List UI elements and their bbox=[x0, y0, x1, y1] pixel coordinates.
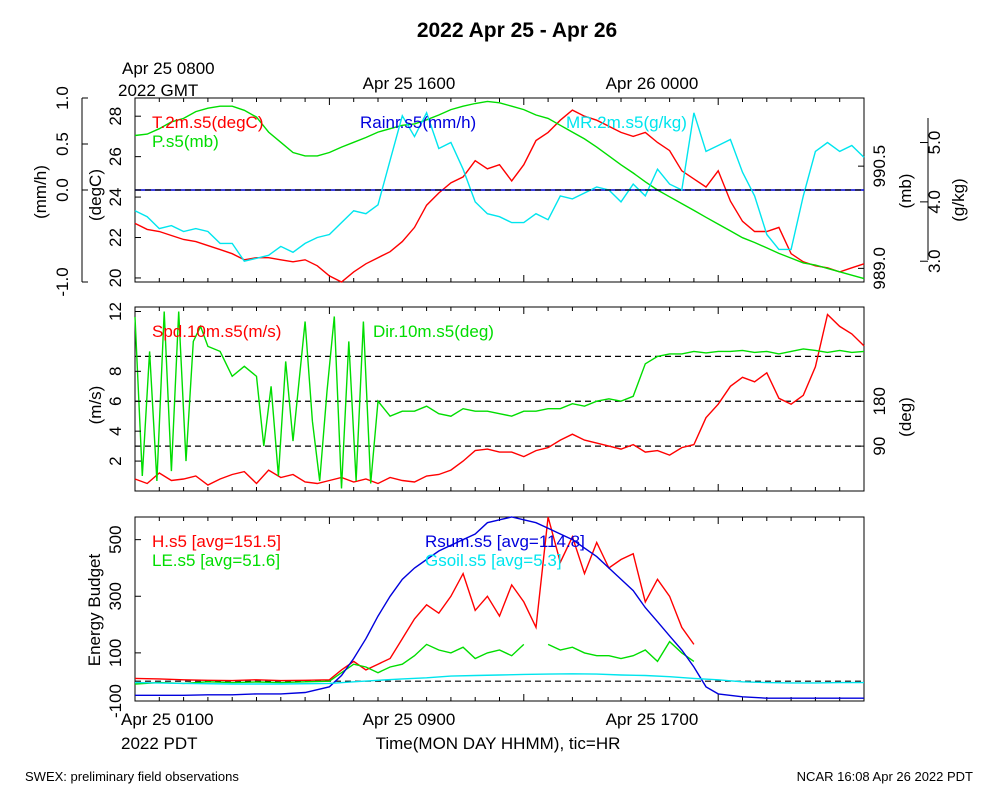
rain-axis-label: (mm/h) bbox=[31, 165, 50, 219]
pressure-tick-label: 989.0 bbox=[870, 247, 889, 290]
chart-title: 2022 Apr 25 - Apr 26 bbox=[417, 19, 617, 42]
pressure-tick-label: 990.5 bbox=[870, 145, 889, 188]
series-line-3 bbox=[134, 673, 864, 685]
panel-top: 20 22 24 26 28 -1.0 0.0 0.5 1.0 (mm/h) (degC) 989.0… bbox=[31, 86, 968, 296]
speed-tick-label: 4 bbox=[106, 426, 125, 435]
series-line-0 bbox=[134, 516, 695, 682]
bottom-time-label-end: Apr 25 1700 bbox=[606, 710, 699, 729]
footer-left: SWEX: preliminary field observations bbox=[25, 769, 239, 784]
legend-net-radiation: Rsum.s5 [avg=114.8] bbox=[425, 532, 585, 551]
legend-pressure: P.s5(mb) bbox=[152, 132, 219, 151]
rain-tick-label: -1.0 bbox=[53, 267, 72, 296]
speed-tick-label: 12 bbox=[106, 302, 125, 321]
rain-tick-label: 0.5 bbox=[53, 132, 72, 156]
energy-tick-label: -100 bbox=[106, 684, 125, 718]
top-time-label-end: Apr 26 0000 bbox=[606, 74, 699, 93]
legend-sensible-heat: H.s5 [avg=151.5] bbox=[152, 532, 281, 551]
top-time-label-start-line1: Apr 25 0800 bbox=[122, 59, 215, 78]
direction-axis-label: (deg) bbox=[896, 397, 915, 437]
series-line-1 bbox=[134, 311, 865, 489]
x-axis-label: Time(MON DAY HHMM), tic=HR bbox=[376, 734, 621, 753]
temp-tick-label: 26 bbox=[106, 147, 125, 166]
direction-tick-label: 180 bbox=[870, 387, 889, 415]
top-time-label-mid: Apr 25 1600 bbox=[363, 74, 456, 93]
rain-tick-label: 0.0 bbox=[53, 178, 72, 202]
mixing-ratio-tick-label: 5.0 bbox=[925, 131, 944, 155]
panel-middle: 2 4 6 8 12 (m/s) 90 180 (deg) Spd.10m.s5(m/s) Di… bbox=[86, 302, 915, 492]
mixing-ratio-tick-label: 3.0 bbox=[925, 249, 944, 273]
pressure-axis-label: (mb) bbox=[896, 174, 915, 209]
speed-tick-label: 6 bbox=[106, 397, 125, 406]
speed-tick-label: 8 bbox=[106, 367, 125, 376]
legend-soil-heat: Gsoil.s5 [avg=5.3] bbox=[425, 551, 562, 570]
series-line-3 bbox=[134, 111, 865, 262]
speed-tick-label: 2 bbox=[106, 456, 125, 465]
speed-axis-label: (m/s) bbox=[86, 386, 105, 425]
bottom-time-label-start-line2: 2022 PDT bbox=[121, 734, 198, 753]
temp-tick-label: 20 bbox=[106, 268, 125, 287]
mixing-ratio-tick-label: 4.0 bbox=[925, 190, 944, 214]
energy-tick-label: 300 bbox=[106, 582, 125, 610]
temp-tick-label: 22 bbox=[106, 228, 125, 247]
bottom-time-label-mid: Apr 25 0900 bbox=[363, 710, 456, 729]
legend-rain: Rainr.s5(mm/h) bbox=[360, 113, 476, 132]
energy-axis-label: Energy Budget bbox=[85, 553, 104, 666]
temp-tick-label: 24 bbox=[106, 188, 125, 207]
top-time-label-start-line2: 2022 GMT bbox=[118, 81, 198, 100]
direction-tick-label: 90 bbox=[870, 437, 889, 456]
energy-tick-label: 500 bbox=[106, 525, 125, 553]
bottom-time-label-start-line1: Apr 25 0100 bbox=[121, 710, 214, 729]
series-line-0 bbox=[134, 313, 865, 486]
legend-latent-heat: LE.s5 [avg=51.6] bbox=[152, 551, 280, 570]
series-line-1-seg-0 bbox=[134, 643, 525, 685]
rain-tick-label: 1.0 bbox=[53, 86, 72, 110]
legend-mixing-ratio: MR.2m.s5(g/kg) bbox=[566, 113, 687, 132]
series-line-1 bbox=[134, 100, 865, 280]
series-line-2 bbox=[135, 516, 864, 699]
energy-tick-label: 100 bbox=[106, 639, 125, 667]
temp-tick-label: 28 bbox=[106, 107, 125, 126]
temp-axis-label: (degC) bbox=[86, 169, 105, 221]
footer-right: NCAR 16:08 Apr 26 2022 PDT bbox=[797, 769, 973, 784]
legend-temp: T.2m.s5(degC) bbox=[152, 113, 263, 132]
legend-direction: Dir.10m.s5(deg) bbox=[373, 322, 494, 341]
legend-speed: Spd.10m.s5(m/s) bbox=[152, 322, 281, 341]
mixing-ratio-axis-label: (g/kg) bbox=[949, 178, 968, 221]
series-line-1-seg-1 bbox=[547, 640, 695, 663]
